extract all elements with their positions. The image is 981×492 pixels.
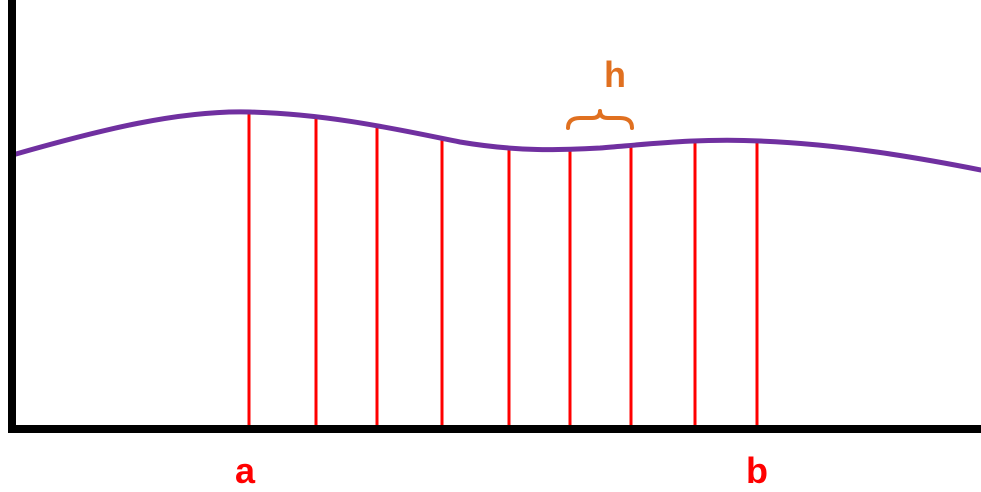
function-curve bbox=[13, 109, 981, 173]
interval-start-label: a bbox=[235, 450, 256, 491]
step-brace bbox=[566, 109, 634, 130]
interval-end-label: b bbox=[746, 450, 768, 491]
partition-lines bbox=[247, 112, 759, 425]
step-label-h: h bbox=[604, 54, 626, 95]
